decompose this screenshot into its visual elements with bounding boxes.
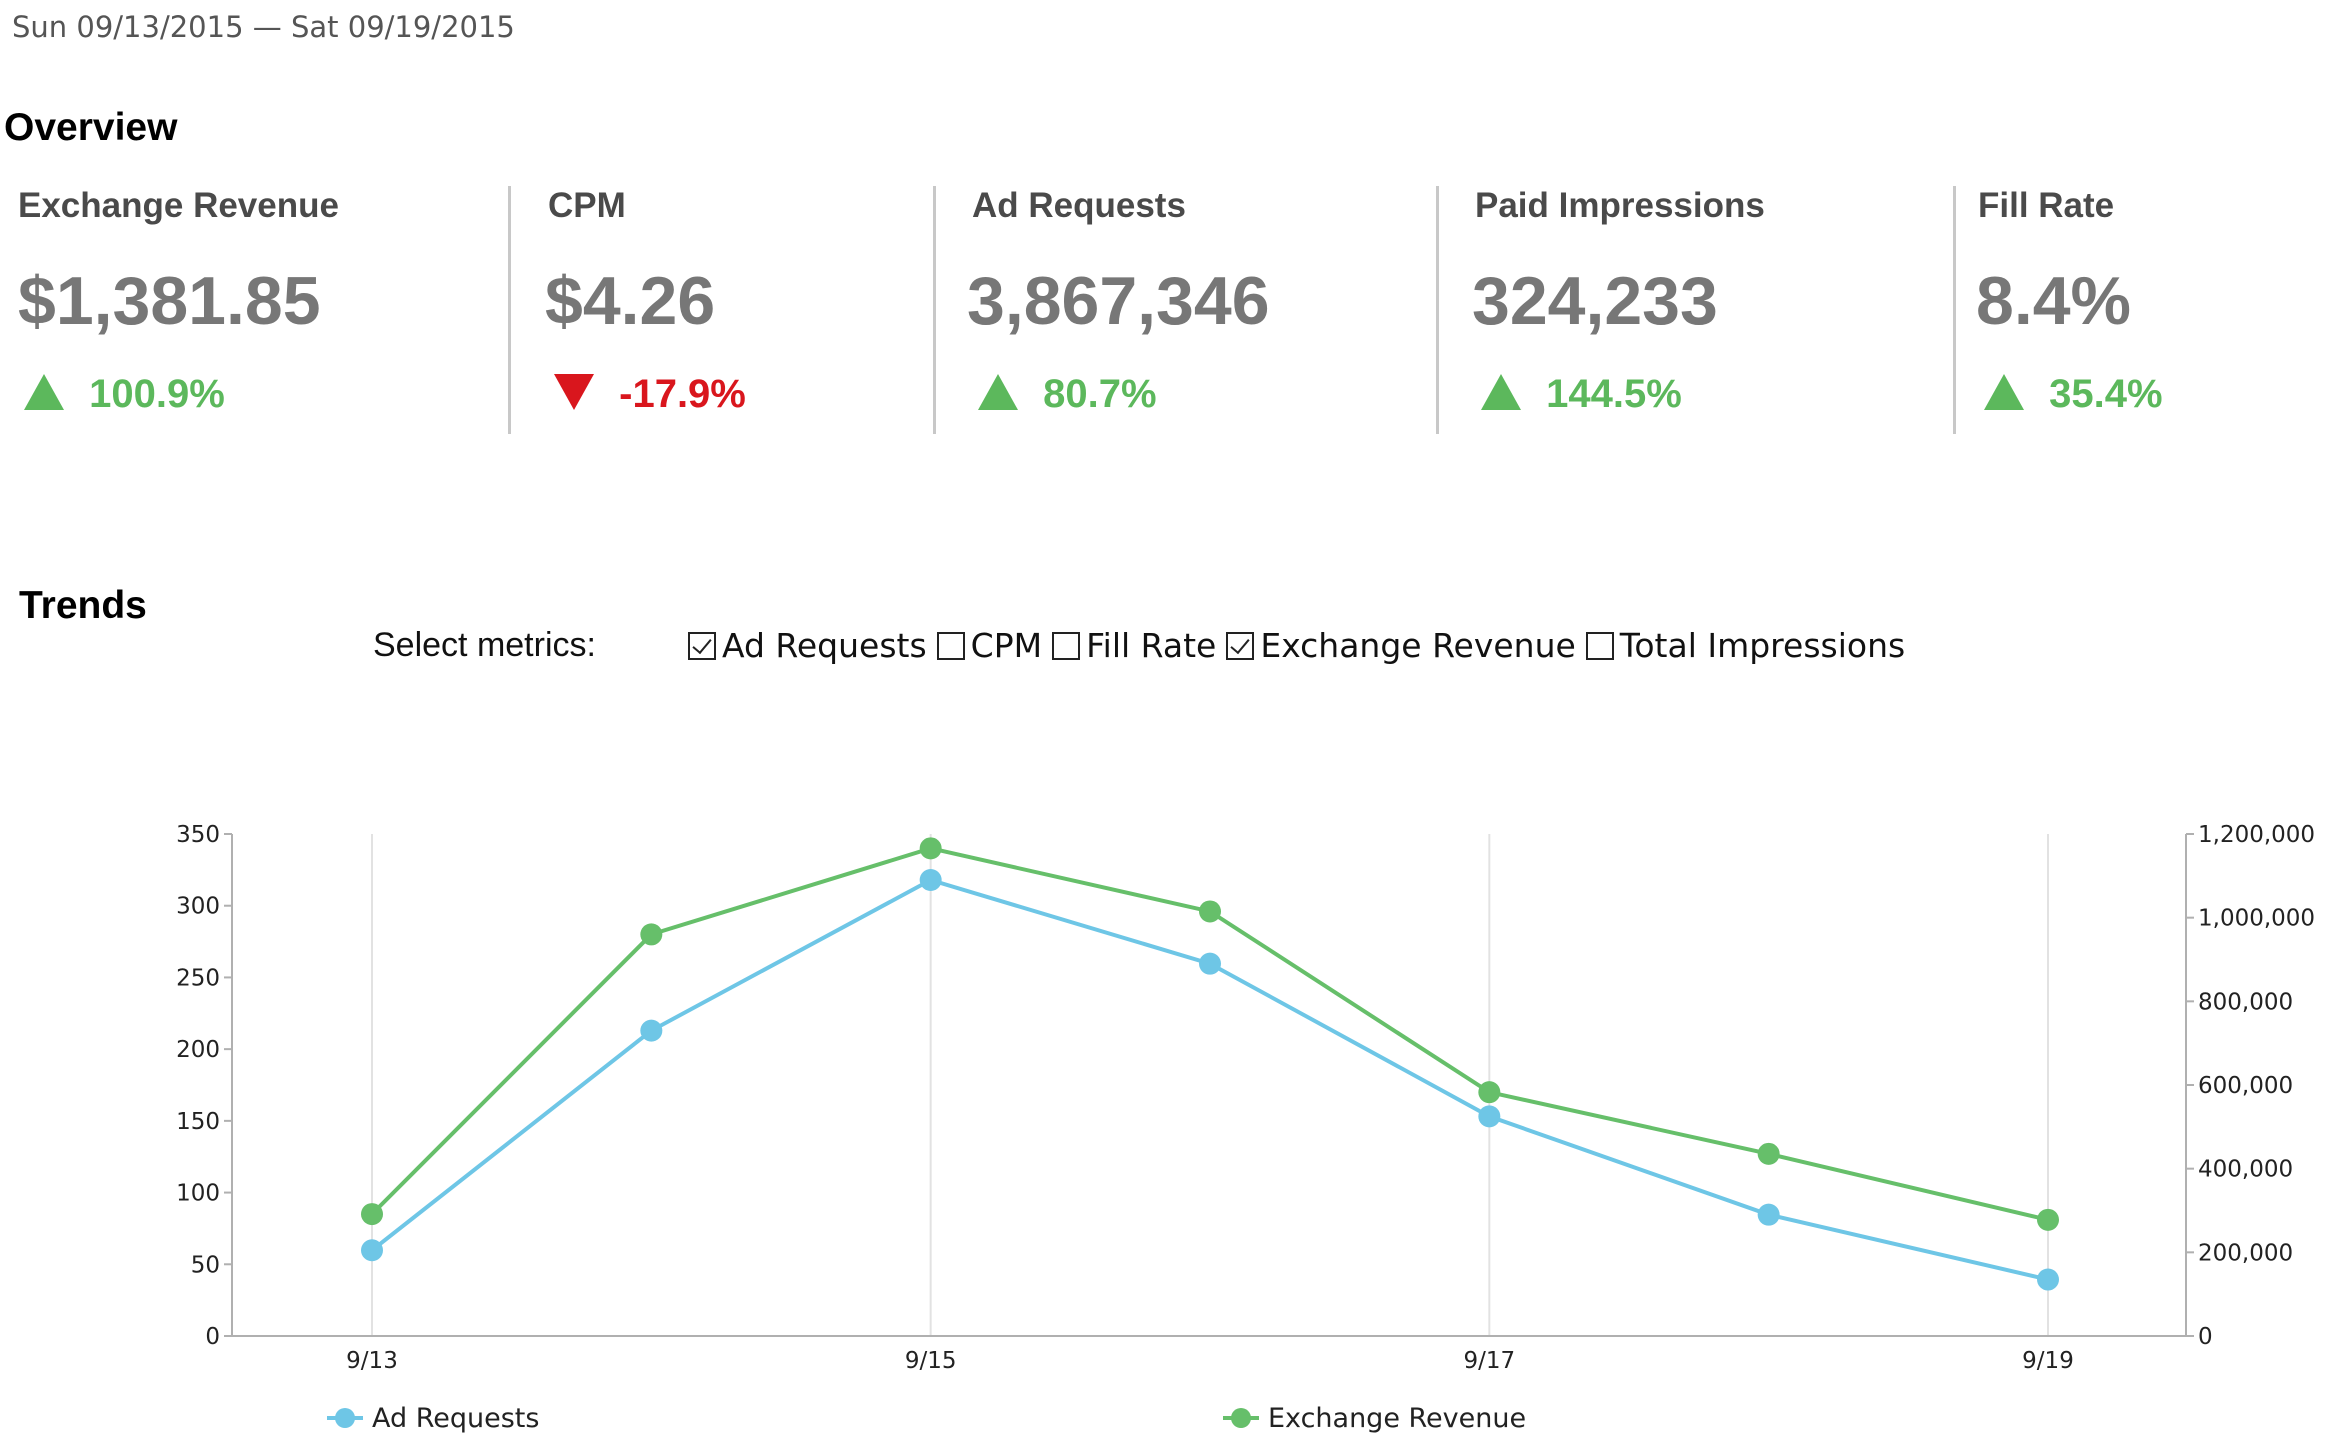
checkbox-label: Ad Requests	[722, 626, 927, 665]
metric-label: Paid Impressions	[1475, 186, 1765, 225]
y-tick-label-right: 400,000	[2198, 1157, 2293, 1183]
metric-delta: 144.5%	[1481, 372, 1682, 417]
checkbox-ad-requests[interactable]: Ad Requests	[688, 626, 927, 665]
trends-title: Trends	[19, 584, 147, 627]
trends-chart: 0 50 100 150 200 250 300 350 0 200,000 400,000 600,…	[0, 790, 2332, 1442]
y-tick-label-left: 0	[205, 1324, 220, 1350]
y-tick-label-right: 200,000	[2198, 1240, 2293, 1266]
metric-ad-requests: Ad Requests 3,867,346 80.7%	[967, 186, 1432, 434]
legend-swatch-dot	[1231, 1408, 1251, 1428]
triangle-up-icon	[1481, 374, 1521, 410]
metric-delta-value: 80.7%	[1043, 372, 1157, 416]
metric-delta-value: 144.5%	[1546, 372, 1682, 416]
metric-divider	[933, 186, 936, 434]
data-point-ad-requests	[1478, 1105, 1501, 1128]
checkbox-label: Fill Rate	[1086, 626, 1217, 665]
overview-metrics: Exchange Revenue $1,381.85 100.9% CPM $4…	[0, 186, 2332, 434]
trends-chart-svg: 0 50 100 150 200 250 300 350 0 200,000 400,000 600,…	[176, 822, 2315, 1434]
data-point-ad-requests	[2037, 1268, 2059, 1291]
metric-delta: -17.9%	[554, 372, 746, 417]
y-tick-label-left: 200	[176, 1037, 220, 1063]
data-point-exchange-revenue	[919, 837, 942, 860]
data-point-ad-requests	[1199, 952, 1221, 975]
metric-value: 324,233	[1472, 263, 1718, 339]
metric-fill-rate: Fill Rate 8.4% 35.4%	[1976, 186, 2318, 434]
checkbox-label: CPM	[970, 626, 1043, 665]
overview-title: Overview	[4, 106, 178, 149]
checkbox-total-impressions[interactable]: Total Impressions	[1585, 626, 1906, 665]
data-point-exchange-revenue	[361, 1203, 383, 1226]
checkbox-cpm[interactable]: CPM	[936, 626, 1043, 665]
data-point-ad-requests	[919, 869, 942, 892]
metric-exchange-revenue: Exchange Revenue $1,381.85 100.9%	[18, 186, 488, 434]
y-tick-label-right: 1,200,000	[2198, 822, 2315, 848]
y-tick-label-left: 350	[176, 822, 220, 848]
data-point-exchange-revenue	[640, 923, 663, 946]
checkbox-unchecked[interactable]	[1052, 631, 1081, 660]
metric-delta-value: 100.9%	[89, 372, 225, 416]
metric-value: 3,867,346	[967, 263, 1270, 339]
data-point-ad-requests	[640, 1019, 663, 1042]
date-range: Sun 09/13/2015 — Sat 09/19/2015	[12, 10, 515, 44]
legend-label: Exchange Revenue	[1268, 1403, 1526, 1434]
select-metrics-label: Select metrics:	[373, 626, 596, 664]
x-tick-label: 9/13	[346, 1348, 398, 1374]
y-tick-label-right: 600,000	[2198, 1073, 2293, 1099]
triangle-up-icon	[1984, 374, 2024, 410]
metric-divider	[1436, 186, 1439, 434]
triangle-up-icon	[978, 374, 1018, 410]
data-point-exchange-revenue	[2037, 1208, 2059, 1231]
metric-delta-value: 35.4%	[2049, 372, 2163, 416]
data-point-exchange-revenue	[1478, 1081, 1501, 1104]
metric-checkbox-group: Ad Requests CPM Fill Rate Exchange Reven…	[688, 626, 1915, 665]
triangle-up-icon	[24, 374, 64, 410]
metric-divider	[1953, 186, 1956, 434]
checkbox-unchecked[interactable]	[1585, 631, 1614, 660]
y-tick-label-left: 150	[176, 1109, 220, 1135]
data-point-ad-requests	[1757, 1203, 1780, 1226]
metric-value: $4.26	[545, 263, 716, 339]
metric-delta: 80.7%	[978, 372, 1157, 417]
x-tick-label: 9/17	[1464, 1348, 1516, 1374]
checkbox-fill-rate[interactable]: Fill Rate	[1052, 626, 1216, 665]
checkbox-unchecked[interactable]	[936, 631, 965, 660]
metric-cpm: CPM $4.26 -17.9%	[545, 186, 908, 434]
checkbox-label: Total Impressions	[1619, 626, 1906, 665]
metric-selector: Select metrics: Ad Requests CPM Fill Rat…	[0, 622, 2332, 682]
y-tick-label-right: 0	[2198, 1324, 2213, 1350]
metric-delta-value: -17.9%	[619, 372, 746, 416]
metric-label: Exchange Revenue	[18, 186, 339, 225]
metric-paid-impressions: Paid Impressions 324,233 144.5%	[1472, 186, 1955, 434]
y-tick-label-left: 300	[176, 894, 220, 920]
y-tick-label-right: 1,000,000	[2198, 906, 2315, 932]
data-point-exchange-revenue	[1199, 900, 1221, 923]
y-tick-label-left: 50	[191, 1252, 220, 1278]
y-tick-label-right: 800,000	[2198, 989, 2293, 1015]
series-line-ad-requests	[370, 877, 2049, 1282]
metric-label: Fill Rate	[1978, 186, 2115, 225]
metric-label: CPM	[548, 186, 626, 225]
metric-delta: 35.4%	[1984, 372, 2163, 417]
legend-label: Ad Requests	[372, 1403, 539, 1434]
y-tick-label-left: 100	[176, 1181, 220, 1207]
data-point-ad-requests	[361, 1239, 383, 1262]
checkbox-exchange-revenue[interactable]: Exchange Revenue	[1226, 626, 1576, 665]
data-point-exchange-revenue	[1757, 1142, 1780, 1165]
metric-value: $1,381.85	[18, 263, 321, 339]
metric-label: Ad Requests	[972, 186, 1186, 225]
metric-divider	[508, 186, 511, 434]
metric-delta: 100.9%	[24, 372, 225, 417]
x-tick-label: 9/15	[905, 1348, 957, 1374]
y-tick-label-left: 250	[176, 965, 220, 991]
checkbox-label: Exchange Revenue	[1260, 626, 1576, 665]
triangle-down-icon	[554, 374, 594, 410]
metric-value: 8.4%	[1976, 263, 2131, 339]
legend-swatch-dot	[335, 1408, 355, 1428]
checkbox-checked[interactable]	[688, 631, 716, 660]
x-tick-label: 9/19	[2022, 1348, 2074, 1374]
checkbox-checked[interactable]	[1226, 631, 1255, 660]
